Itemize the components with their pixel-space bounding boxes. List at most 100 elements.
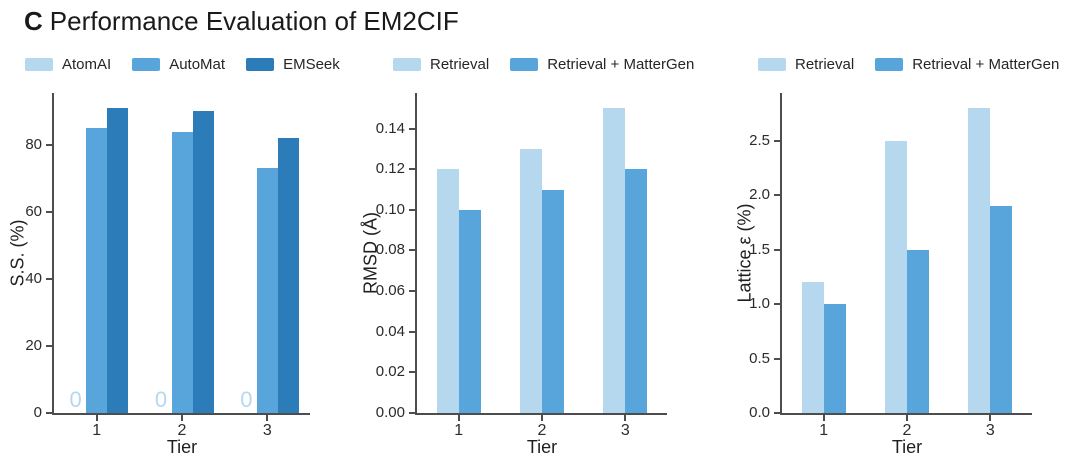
legend-label-automat: AutoMat bbox=[169, 55, 226, 73]
y-tick-mark bbox=[46, 277, 52, 280]
y-tick-label: 20 bbox=[25, 337, 42, 355]
legend-item-automat: AutoMat bbox=[132, 56, 225, 73]
bar-retrieval-mattergen-tier-2 bbox=[542, 189, 564, 413]
bar-retrieval-tier-1 bbox=[801, 282, 824, 413]
chart-panel-ss: AtomAI AutoMat EMSeek 0 20 40 60 80 1 0 2 0 3 0 Tier S… bbox=[0, 0, 360, 463]
legend-label-emseek: EMSeek bbox=[283, 55, 340, 73]
figure-title: C Performance Evaluation of EM2CIF bbox=[24, 6, 459, 37]
bar-retrieval-tier-3 bbox=[968, 108, 991, 413]
x-axis-spine bbox=[415, 413, 667, 415]
y-tick-label: 0.02 bbox=[375, 363, 405, 381]
panel-label-c: C bbox=[24, 6, 43, 36]
x-tick-mark bbox=[906, 415, 908, 421]
x-axis-label: Tier bbox=[526, 437, 558, 457]
x-tick-label: 2 bbox=[177, 422, 187, 439]
legend-label-atomai: AtomAI bbox=[62, 55, 112, 73]
x-axis-label: Tier bbox=[166, 437, 198, 457]
y-tick-mark bbox=[409, 249, 415, 252]
y-tick-mark bbox=[46, 143, 52, 146]
legend-label-retrieval: Retrieval bbox=[795, 55, 855, 73]
x-tick-mark bbox=[457, 415, 460, 421]
legend-label-retrieval: Retrieval bbox=[430, 55, 490, 73]
y-tick-mark bbox=[46, 210, 52, 213]
x-tick-mark bbox=[266, 415, 269, 421]
bar-retrieval-tier-3 bbox=[603, 108, 626, 413]
bar-emseek-tier-1 bbox=[107, 108, 129, 413]
bar-value-label-atomai-tier-2: 0 bbox=[154, 387, 168, 412]
legend-item-retrieval: Retrieval bbox=[393, 56, 489, 73]
plot-rmsd: 0.00 0.02 0.04 0.06 0.08 0.10 0.12 0.14 1 2 3 Tier R… bbox=[360, 0, 720, 463]
bar-automat-tier-2 bbox=[171, 131, 193, 413]
y-tick-mark bbox=[409, 168, 415, 171]
x-tick-label: 1 bbox=[819, 422, 829, 439]
y-axis-spine bbox=[52, 93, 54, 415]
x-tick-mark bbox=[181, 415, 183, 421]
bar-value-label-atomai-tier-3: 0 bbox=[240, 387, 253, 412]
y-axis-label: S.S. (%) bbox=[7, 219, 28, 287]
legend-swatch-automat bbox=[132, 57, 161, 71]
y-axis-label: RMSD (Å) bbox=[360, 212, 381, 294]
figure-title-text: Performance Evaluation of EM2CIF bbox=[49, 6, 459, 36]
y-tick-label: 40 bbox=[25, 270, 42, 288]
legend-swatch-retrieval bbox=[758, 57, 786, 71]
x-tick-label: 3 bbox=[262, 422, 272, 439]
y-tick-label: 80 bbox=[25, 136, 42, 154]
chart-panel-rmsd: Retrieval Retrieval + MatterGen 0.00 0.02 0… bbox=[360, 0, 720, 463]
y-tick-mark bbox=[409, 290, 415, 293]
bar-automat-tier-1 bbox=[86, 128, 108, 413]
x-tick-mark bbox=[624, 415, 627, 421]
legend-lattice: Retrieval Retrieval + MatterGen bbox=[758, 56, 1059, 73]
legend-label-retrieval-mattergen: Retrieval + MatterGen bbox=[547, 55, 695, 73]
bar-emseek-tier-2 bbox=[192, 111, 214, 413]
plot-lattice: 0.0 0.5 1.0 1.5 2.0 2.5 1 2 3 Tier Lattice ε (%) bbox=[720, 0, 1080, 463]
y-tick-mark bbox=[409, 412, 415, 414]
chart-panel-lattice: Retrieval Retrieval + MatterGen 0.0 0.5 1.0… bbox=[720, 0, 1080, 463]
legend-item-atomai: AtomAI bbox=[25, 56, 111, 73]
x-axis-spine bbox=[52, 413, 310, 415]
y-tick-mark bbox=[774, 412, 780, 414]
y-tick-label: 60 bbox=[25, 203, 42, 221]
bar-value-label-atomai-tier-1: 0 bbox=[69, 387, 82, 412]
y-tick-mark bbox=[774, 303, 780, 306]
x-tick-mark bbox=[541, 415, 543, 421]
y-tick-mark bbox=[409, 330, 415, 333]
y-tick-mark bbox=[409, 127, 415, 130]
x-tick-mark bbox=[989, 415, 992, 421]
x-tick-label: 2 bbox=[902, 422, 912, 439]
bar-automat-tier-3 bbox=[256, 168, 278, 413]
bar-retrieval-mattergen-tier-3 bbox=[625, 169, 648, 413]
y-tick-label: 0 bbox=[33, 404, 42, 422]
x-tick-mark bbox=[822, 415, 825, 421]
bar-emseek-tier-3 bbox=[277, 138, 299, 413]
y-tick-mark bbox=[774, 248, 780, 251]
legend-rmsd: Retrieval Retrieval + MatterGen bbox=[393, 56, 694, 73]
y-tick-mark bbox=[409, 371, 415, 374]
y-axis-spine bbox=[415, 93, 417, 415]
bar-retrieval-mattergen-tier-2 bbox=[907, 249, 929, 413]
legend-ss: AtomAI AutoMat EMSeek bbox=[25, 56, 340, 73]
y-tick-label: 0.14 bbox=[375, 119, 405, 137]
bar-retrieval-tier-2 bbox=[520, 148, 542, 413]
y-tick-label: 0.08 bbox=[375, 241, 405, 259]
x-tick-label: 2 bbox=[537, 422, 547, 439]
y-tick-mark bbox=[774, 139, 780, 142]
y-tick-mark bbox=[46, 344, 52, 347]
bar-retrieval-mattergen-tier-3 bbox=[990, 206, 1013, 413]
bar-retrieval-tier-2 bbox=[885, 140, 907, 413]
y-tick-label: 0.04 bbox=[375, 322, 405, 340]
bar-retrieval-tier-1 bbox=[436, 169, 459, 413]
legend-item-retrieval-mattergen: Retrieval + MatterGen bbox=[510, 56, 694, 73]
legend-swatch-retrieval bbox=[393, 57, 421, 71]
legend-swatch-atomai bbox=[25, 57, 53, 71]
y-tick-label: 1.0 bbox=[749, 295, 770, 313]
legend-item-retrieval-mattergen: Retrieval + MatterGen bbox=[875, 56, 1059, 73]
y-tick-label: 1.5 bbox=[749, 240, 770, 258]
x-axis-label: Tier bbox=[891, 437, 923, 457]
legend-item-retrieval: Retrieval bbox=[758, 56, 854, 73]
y-tick-label: 0.00 bbox=[375, 404, 405, 422]
legend-item-emseek: EMSeek bbox=[246, 56, 340, 73]
x-tick-label: 3 bbox=[985, 422, 995, 439]
bar-retrieval-mattergen-tier-1 bbox=[458, 209, 481, 413]
y-tick-label: 0.0 bbox=[749, 404, 770, 422]
legend-swatch-retrieval-mattergen bbox=[510, 57, 539, 71]
